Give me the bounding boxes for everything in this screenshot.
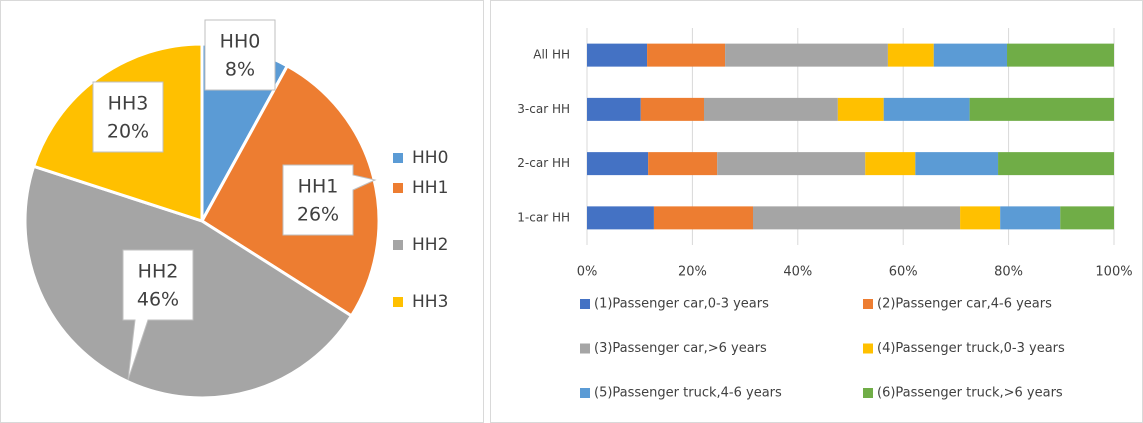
bar-segment — [887, 43, 934, 67]
data-label-name: HH0 — [220, 31, 261, 53]
legend-label: (4)Passenger truck,0-3 years — [877, 341, 1065, 356]
bar-segment — [960, 206, 1001, 230]
bar-segment — [717, 152, 866, 176]
legend-swatch — [580, 388, 590, 398]
bar-segment — [640, 97, 704, 121]
data-label-value: 46% — [137, 289, 179, 311]
bar-segment — [1007, 43, 1114, 67]
bar-segment — [587, 206, 654, 230]
legend-swatch — [393, 183, 403, 193]
legend-label: HH0 — [412, 148, 448, 168]
bar-segment — [703, 97, 838, 121]
bar-segment — [998, 152, 1114, 176]
data-label-value: 8% — [225, 59, 255, 81]
legend-swatch — [863, 299, 873, 309]
y-tick-label: 1-car HH — [517, 210, 570, 224]
legend-label: (6)Passenger truck,>6 years — [877, 386, 1063, 401]
bar-chart: 0% 20% 40% 60% 80% 100% All HH 3-car HH 2-car HH… — [517, 28, 1133, 401]
bar-segment — [648, 152, 718, 176]
x-tick-label: 0% — [577, 265, 598, 280]
legend-swatch — [393, 153, 403, 163]
y-tick-label: 3-car HH — [517, 102, 570, 116]
bar-segment — [933, 43, 1008, 67]
legend-swatch — [393, 240, 403, 250]
y-tick-label: 2-car HH — [517, 156, 570, 170]
data-label-name: HH1 — [298, 176, 339, 198]
bar-segment — [865, 152, 916, 176]
legend-label: (3)Passenger car,>6 years — [594, 341, 767, 356]
bar-segment — [587, 152, 649, 176]
data-label-box — [282, 164, 377, 236]
legend-label: HH1 — [412, 178, 448, 198]
bar-segment — [1000, 206, 1061, 230]
bar-segment — [883, 97, 970, 121]
data-label-box — [122, 249, 194, 381]
bar-segment — [753, 206, 961, 230]
data-label-name: HH2 — [138, 261, 179, 283]
bar-segment — [587, 97, 641, 121]
data-label-value: 20% — [107, 121, 149, 143]
legend-swatch — [863, 388, 873, 398]
bar-segment — [647, 43, 726, 67]
legend-label: (5)Passenger truck,4-6 years — [594, 386, 782, 401]
legend-swatch — [580, 343, 590, 354]
legend-swatch — [863, 343, 873, 354]
data-label-box — [92, 81, 164, 153]
x-tick-label: 100% — [1095, 265, 1132, 280]
bar-segment — [1060, 206, 1114, 230]
x-tick-label: 80% — [994, 265, 1023, 280]
legend-label: (1)Passenger car,0-3 years — [594, 297, 769, 312]
pie-chart: HH0 8% HH1 26% HH2 46% HH3 20% HH0 HH1 HH2 HH3 — [23, 19, 448, 400]
bar-segment — [969, 97, 1114, 121]
bar-segment — [653, 206, 754, 230]
legend-swatch — [393, 297, 403, 307]
x-tick-label: 20% — [678, 265, 707, 280]
bar-segment — [587, 43, 648, 67]
bar-segment — [837, 97, 884, 121]
legend-swatch — [580, 299, 590, 309]
y-tick-label: All HH — [533, 48, 570, 62]
x-tick-label: 60% — [889, 265, 918, 280]
data-label-box — [204, 19, 276, 91]
data-label-value: 26% — [297, 204, 339, 226]
legend-label: (2)Passenger car,4-6 years — [877, 297, 1052, 312]
bar-segment — [725, 43, 888, 67]
legend-label: HH3 — [412, 292, 448, 312]
data-label-name: HH3 — [108, 93, 149, 115]
legend-label: HH2 — [412, 235, 448, 255]
bar-segment — [915, 152, 999, 176]
x-tick-label: 40% — [783, 265, 812, 280]
